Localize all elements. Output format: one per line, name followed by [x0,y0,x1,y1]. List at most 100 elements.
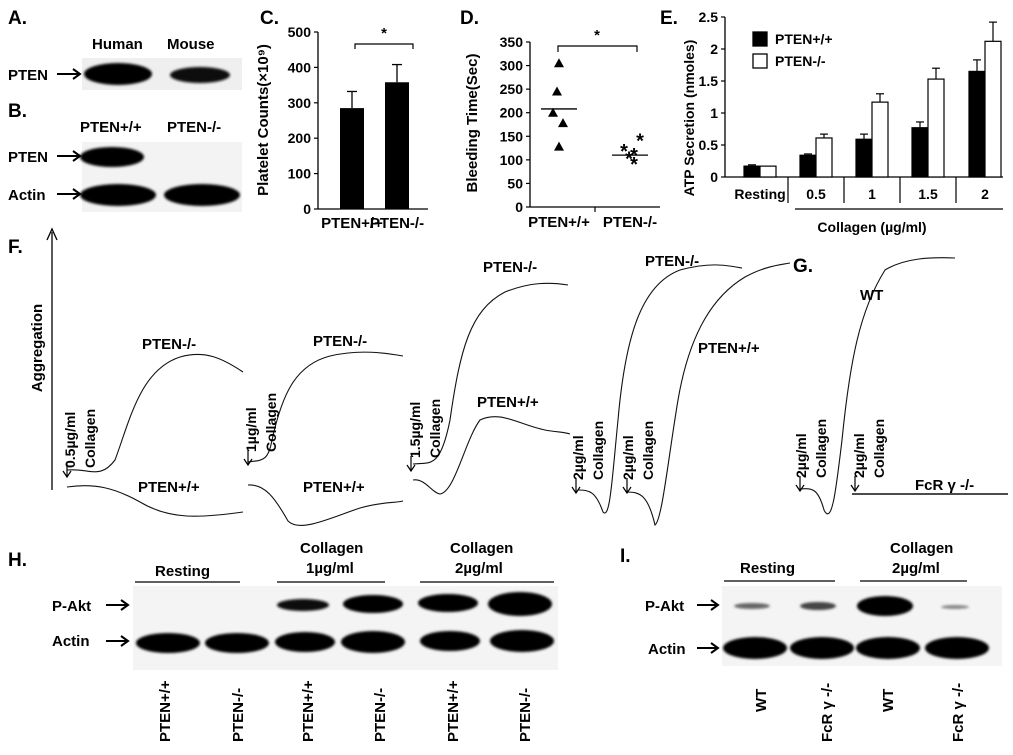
panel-i-label: I. [620,546,631,567]
trace-2-bottom-label: PTEN+/+ [303,479,365,496]
panel-h-band-pakt-3 [277,599,329,611]
c-bar [340,108,364,209]
panel-a-arrow-icon [57,68,82,80]
trace-4b-dose: 2µg/ml [620,435,636,480]
panel-i-band-actin-3 [856,637,920,659]
panel-i-band-actin-4 [925,637,989,659]
panel-i-arrow-icon-2 [697,642,720,654]
panel-d-sig: * [594,27,600,44]
panel-g-dose-2: 2µg/ml [851,433,867,478]
panel-i-band-actin-1 [723,637,787,659]
panel-i-row-actin: Actin [648,641,686,658]
panel-g-arrow-icon [795,476,805,493]
e-legend-label: PTEN+/+ [775,31,833,47]
e-bar [759,165,777,178]
d-y-tick-label: 100 [500,152,524,168]
panel-h-lane-4: PTEN-/- [372,688,389,742]
c-x-tick-label: PTEN-/- [370,215,424,232]
panel-b-lane-ko: PTEN-/- [167,119,221,136]
e-legend-swatch [752,31,768,47]
e-y-tick-label: 1.5 [699,73,719,89]
panel-h-band-actin-4 [341,631,405,653]
trace-1-dose: 0.5µg/ml [62,412,78,468]
panel-i-lane-2: FcR γ -/- [819,683,836,742]
panel-f-axis-arrow-icon [46,227,58,241]
panel-d-sig-bracket [557,45,638,52]
trace-3-dose: 1.5µg/ml [407,402,423,458]
panel-h-band-actin-2 [205,633,269,653]
panel-h-group-c1: Collagen [300,540,363,557]
e-y-tick-label: 0.5 [699,137,719,153]
panel-h-band-actin-3 [275,632,335,652]
panel-g-label: G. [793,256,813,277]
panel-g-agonist-1: Collagen [813,419,829,478]
panel-i-group-resting: Resting [740,560,795,577]
e-bar [968,70,986,178]
panel-h-group-c2: Collagen [450,540,513,557]
panel-h-band-actin-5 [420,631,480,651]
e-bar [815,137,833,178]
panel-h-arrow-icon-2 [106,635,130,647]
c-y-tick-label: 100 [288,166,312,182]
e-bar [927,78,945,178]
panel-i-group-collagen: Collagen [890,540,953,557]
panel-h-band-pakt-4 [343,595,403,613]
panel-g-top-label: WT [860,287,883,304]
panel-a-lane-mouse: Mouse [167,36,215,53]
panel-a-band-mouse [170,67,230,83]
panel-f-label: F. [8,237,23,258]
d-x-tick-label: PTEN-/- [603,214,657,231]
panel-h-label: H. [8,550,27,571]
panel-h-lane-5: PTEN+/+ [445,680,462,742]
panel-i-lane-4: FcR γ -/- [950,683,967,742]
panel-h-lane-6: PTEN-/- [517,688,534,742]
e-bar [743,165,761,178]
panel-e-xlabel: Collagen (µg/ml) [817,219,926,235]
c-bar [385,82,409,209]
e-x-tick-label: 0.5 [806,186,826,202]
trace-2-dose: 1µg/ml [243,407,259,452]
e-x-tick-label: Resting [734,186,785,202]
panel-h-arrow-icon [106,599,130,611]
trace-2-top-label: PTEN-/- [313,333,367,350]
d-point: * [630,154,638,176]
e-legend-label: PTEN-/- [775,53,826,69]
chart-e: 0 0.5 1 1.5 2 2.5 Resting 0.5 1 1.5 2 PTEN+/+ PTEN-/… [699,9,1003,210]
e-bar [911,127,929,178]
panel-i-lane-3: WT [880,689,897,712]
panel-c-ylabel: Platelet Counts(×10⁹) [255,44,272,196]
panel-i-arrow-icon [697,599,720,611]
trace-g-wt [799,257,956,515]
c-y-tick-label: 500 [288,24,312,40]
trace-group-2: 1µg/ml Collagen PTEN-/- PTEN+/+ [243,333,404,526]
panel-f-ylabel: Aggregation [29,304,46,392]
d-y-tick-label: 250 [500,81,524,97]
trace-4b-arrow-icon [622,478,632,495]
trace-4-arrow-icon [571,478,581,495]
e-bar [799,154,817,178]
panel-b-row-pten: PTEN [8,149,48,166]
e-y-tick-label: 2.5 [699,9,719,25]
d-point: * [636,131,644,153]
d-y-tick-label: 300 [500,58,524,74]
panel-a-lane-human: Human [92,36,143,53]
d-point [558,118,568,128]
e-bar [855,138,873,178]
panel-h-row-actin: Actin [52,633,90,650]
d-point [548,107,558,117]
trace-4-agonist: Collagen [590,421,606,480]
trace-1-arrow-icon [62,462,72,479]
e-x-tick-label: 1 [868,186,876,202]
trace-2-agonist: Collagen [263,393,279,452]
trace-wt-4 [626,262,791,526]
panel-d-label: D. [460,8,479,29]
trace-wt-3 [412,416,571,495]
panel-h-row-pakt: P-Akt [52,598,91,615]
trace-ko-3 [412,282,569,465]
d-y-tick-label: 50 [507,175,523,191]
trace-wt-1 [66,485,244,517]
panel-h-band-pakt-5 [418,594,478,612]
e-bar [871,101,889,178]
e-bar [984,40,1002,178]
